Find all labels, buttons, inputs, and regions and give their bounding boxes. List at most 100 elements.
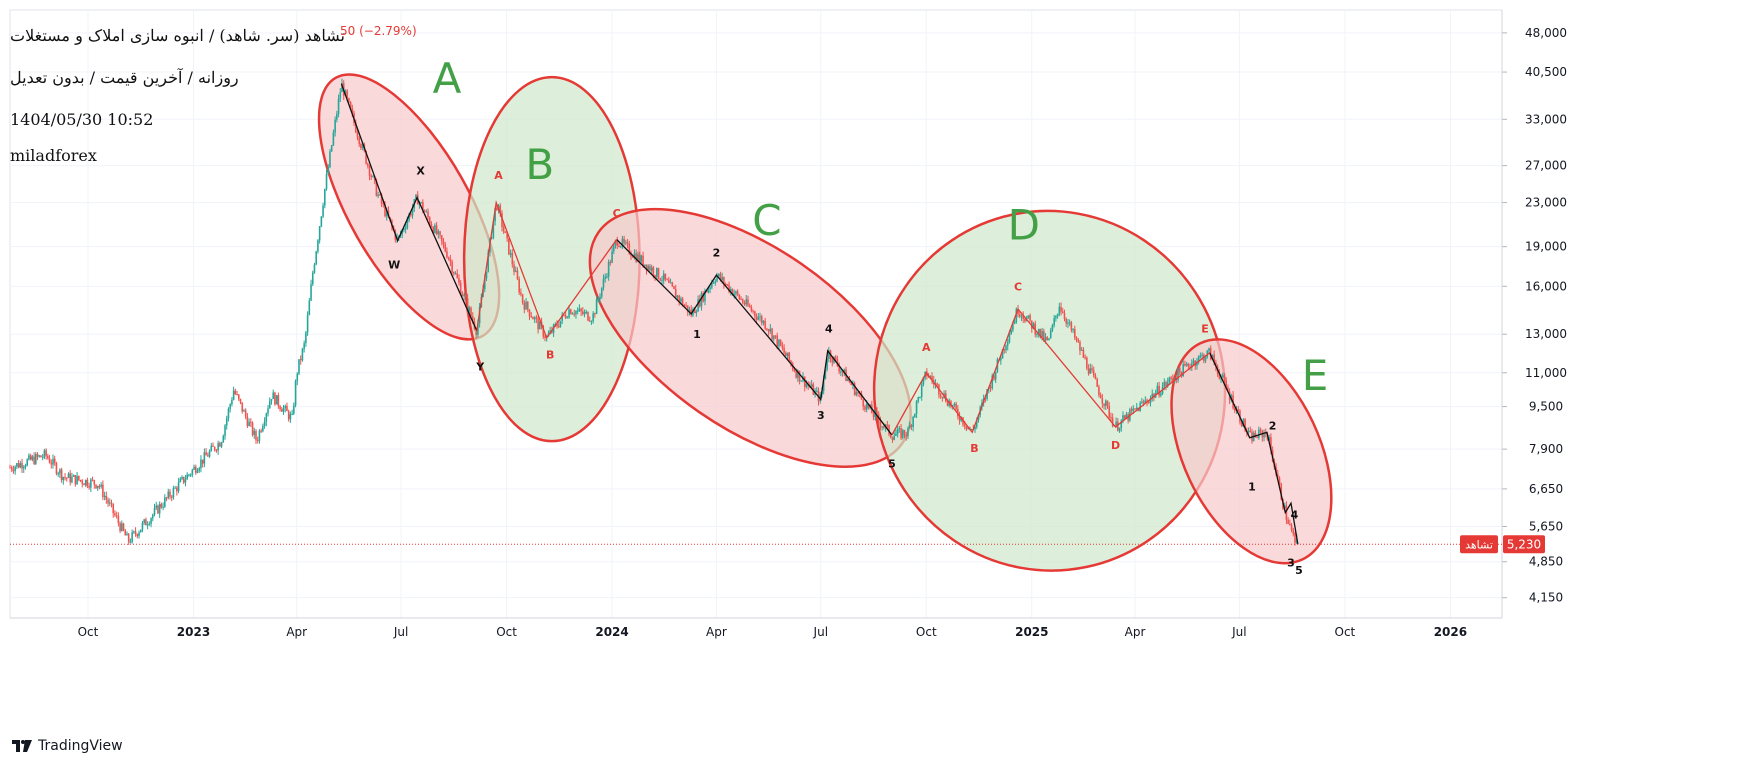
candle-body	[286, 405, 288, 412]
candle-body	[860, 393, 863, 400]
candle-body	[274, 392, 276, 405]
candle-body	[437, 231, 440, 235]
candle-body	[595, 299, 598, 315]
candle-body	[631, 256, 634, 258]
candle-body	[84, 479, 87, 486]
candle-body	[1053, 318, 1055, 326]
candle-body	[702, 293, 705, 302]
candle-body	[585, 311, 588, 313]
candle-body	[79, 480, 82, 482]
candle-body	[554, 324, 557, 326]
candle-body	[1032, 323, 1035, 329]
wave-label: 5	[888, 457, 896, 470]
wave-label: B	[546, 349, 554, 362]
candle-body	[256, 440, 259, 442]
candle-body	[38, 455, 41, 457]
candle-body	[850, 382, 852, 385]
candle-body	[740, 298, 742, 300]
candle-body	[368, 165, 371, 176]
candle-body	[17, 463, 20, 468]
candle-body	[1010, 330, 1012, 335]
candle-body	[575, 311, 577, 315]
candle-body	[905, 434, 908, 437]
candle-body	[1227, 387, 1229, 392]
candle-body	[456, 273, 459, 279]
candle-body	[410, 213, 412, 216]
candle-body	[208, 451, 211, 457]
candle-body	[258, 430, 261, 441]
candle-body	[308, 300, 311, 316]
candle-body	[695, 311, 698, 314]
candle-body	[785, 352, 787, 357]
candle-body	[384, 204, 386, 217]
candle-body	[640, 255, 643, 262]
candle-body	[931, 376, 933, 381]
candle-body	[1001, 349, 1004, 359]
candle-body	[303, 343, 305, 349]
candle-body	[59, 469, 61, 474]
candle-body	[1237, 409, 1240, 411]
candle-body	[1208, 348, 1210, 351]
candle-body	[315, 251, 317, 265]
candle-body	[619, 246, 622, 248]
candle-body	[568, 309, 570, 318]
candle-body	[358, 137, 361, 145]
candle-body	[716, 275, 718, 282]
candle-body	[265, 413, 268, 422]
candle-body	[1268, 437, 1270, 441]
candle-body	[212, 445, 214, 447]
candle-body	[40, 455, 42, 458]
candle-body	[127, 533, 130, 542]
candle-body	[1089, 368, 1092, 374]
candle-body	[645, 264, 648, 271]
candle-body	[442, 241, 445, 245]
candle-body	[755, 316, 758, 320]
candle-body	[151, 514, 154, 519]
candle-body	[329, 151, 331, 168]
candle-body	[867, 404, 870, 408]
candle-body	[518, 279, 520, 293]
candle-body	[110, 502, 113, 504]
candle-body	[714, 281, 717, 283]
candle-body	[798, 370, 801, 382]
candle-body	[1187, 363, 1190, 367]
candle-body	[210, 445, 213, 452]
candle-body	[957, 408, 959, 417]
candle-body	[681, 298, 684, 306]
candle-body	[397, 235, 400, 237]
candle-body	[406, 220, 409, 228]
wave-label: 5	[1295, 564, 1303, 577]
candle-body	[200, 459, 202, 469]
y-axis-label: 27,000	[1525, 159, 1567, 173]
candle-body	[1077, 339, 1080, 342]
candle-body	[929, 376, 932, 378]
candle-body	[131, 532, 133, 542]
candle-body	[649, 265, 651, 271]
candle-body	[752, 310, 754, 312]
tradingview-logo[interactable]: TradingView	[12, 738, 123, 754]
candle-body	[435, 225, 438, 235]
candle-body	[781, 345, 784, 348]
candle-body	[1012, 323, 1014, 331]
candle-body	[81, 480, 84, 484]
candle-body	[721, 277, 723, 280]
candle-body	[62, 477, 65, 481]
candle-body	[1065, 318, 1068, 324]
candle-body	[485, 271, 488, 279]
candle-body	[282, 408, 285, 412]
candle-body	[1099, 394, 1102, 399]
candle-body	[492, 221, 495, 238]
candle-body	[771, 328, 773, 340]
candle-body	[891, 437, 894, 440]
candle-body	[965, 426, 968, 429]
candle-body	[344, 90, 347, 96]
candle-body	[1278, 477, 1281, 484]
candle-body	[31, 456, 34, 460]
candle-body	[857, 392, 859, 394]
candle-body	[454, 273, 457, 275]
candle-body	[1221, 375, 1224, 377]
candle-body	[1289, 523, 1291, 525]
candle-body	[255, 430, 257, 441]
candle-body	[1003, 349, 1006, 351]
